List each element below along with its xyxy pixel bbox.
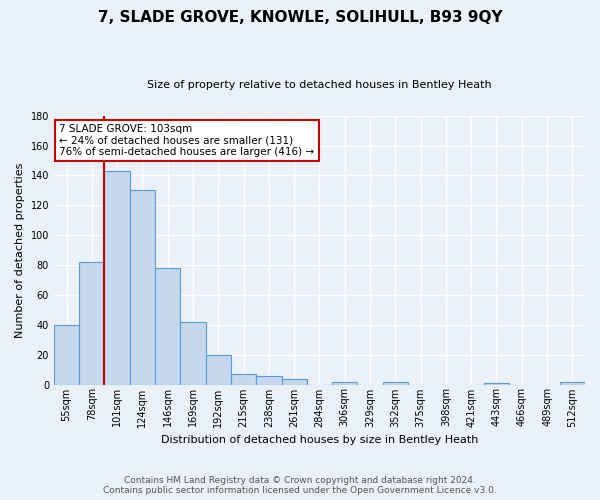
Bar bbox=[130, 190, 155, 384]
Bar bbox=[281, 378, 307, 384]
Bar bbox=[79, 262, 104, 384]
X-axis label: Distribution of detached houses by size in Bentley Heath: Distribution of detached houses by size … bbox=[161, 435, 478, 445]
Title: Size of property relative to detached houses in Bentley Heath: Size of property relative to detached ho… bbox=[147, 80, 492, 90]
Bar bbox=[54, 325, 79, 384]
Bar bbox=[231, 374, 256, 384]
Bar bbox=[383, 382, 408, 384]
Bar bbox=[560, 382, 585, 384]
Bar bbox=[181, 322, 206, 384]
Bar bbox=[206, 354, 231, 384]
Text: 7 SLADE GROVE: 103sqm
← 24% of detached houses are smaller (131)
76% of semi-det: 7 SLADE GROVE: 103sqm ← 24% of detached … bbox=[59, 124, 314, 157]
Y-axis label: Number of detached properties: Number of detached properties bbox=[15, 162, 25, 338]
Bar bbox=[332, 382, 358, 384]
Bar bbox=[155, 268, 181, 384]
Text: 7, SLADE GROVE, KNOWLE, SOLIHULL, B93 9QY: 7, SLADE GROVE, KNOWLE, SOLIHULL, B93 9Q… bbox=[98, 10, 502, 25]
Bar bbox=[104, 171, 130, 384]
Bar bbox=[484, 383, 509, 384]
Text: Contains HM Land Registry data © Crown copyright and database right 2024.
Contai: Contains HM Land Registry data © Crown c… bbox=[103, 476, 497, 495]
Bar bbox=[256, 376, 281, 384]
